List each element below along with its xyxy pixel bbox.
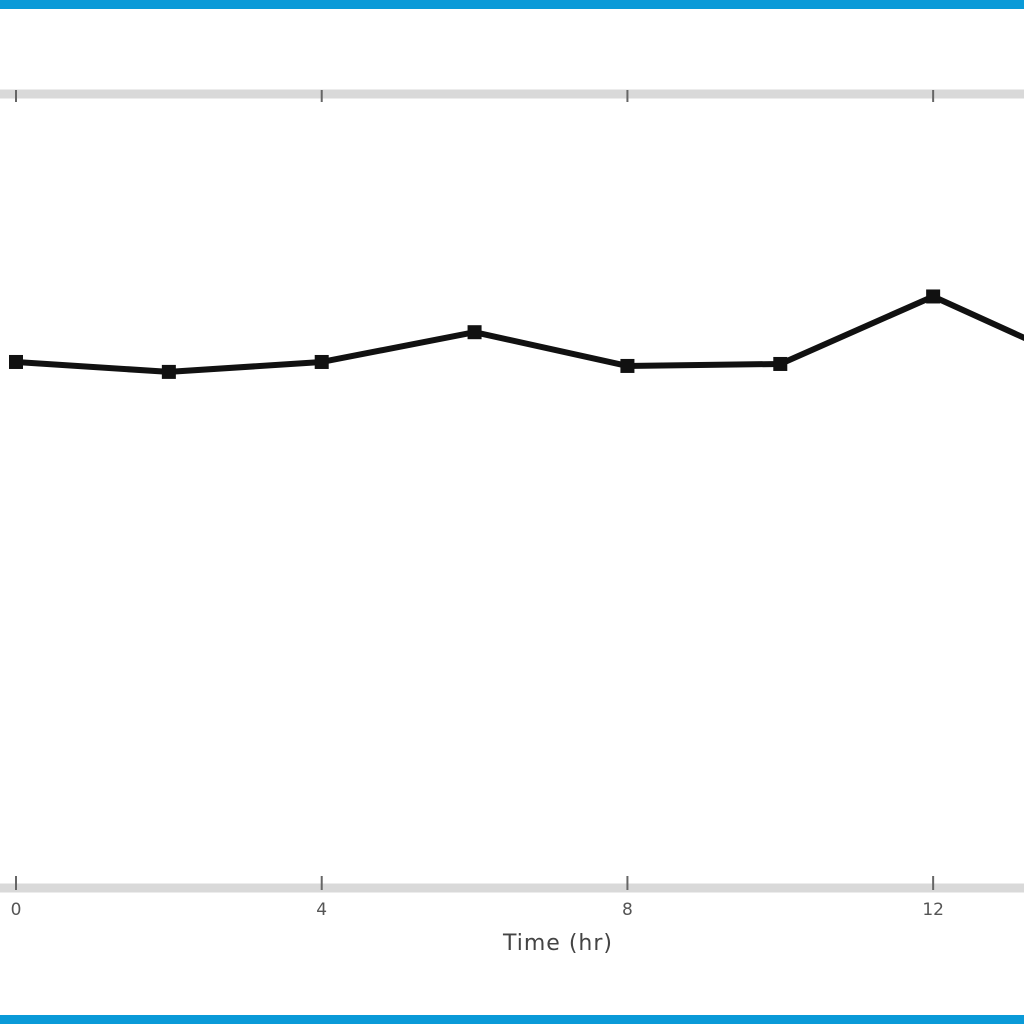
series-0-point-4 [620, 358, 635, 373]
series-0-point-0 [9, 354, 23, 369]
x-tick-label-8: 8 [622, 900, 633, 920]
x-ticks: 0 4 8 12 [11, 90, 944, 920]
series-0-point-6 [926, 289, 941, 304]
chart-axes [0, 89, 1024, 893]
series-0-line [15, 293, 1024, 375]
top-frame-bar [0, 0, 1024, 9]
x-tick-label-12: 12 [922, 900, 944, 920]
series-0-point-1 [161, 364, 176, 379]
bottom-frame-bar [0, 1015, 1024, 1024]
series-0-point-5 [773, 356, 788, 371]
series-group [9, 289, 1024, 379]
x-axis-title: Time (hr) [502, 931, 613, 956]
x-tick-label-0: 0 [11, 900, 22, 920]
x-tick-label-4: 4 [316, 900, 327, 920]
series-0-point-3 [467, 325, 482, 340]
series-0-point-2 [314, 354, 329, 369]
